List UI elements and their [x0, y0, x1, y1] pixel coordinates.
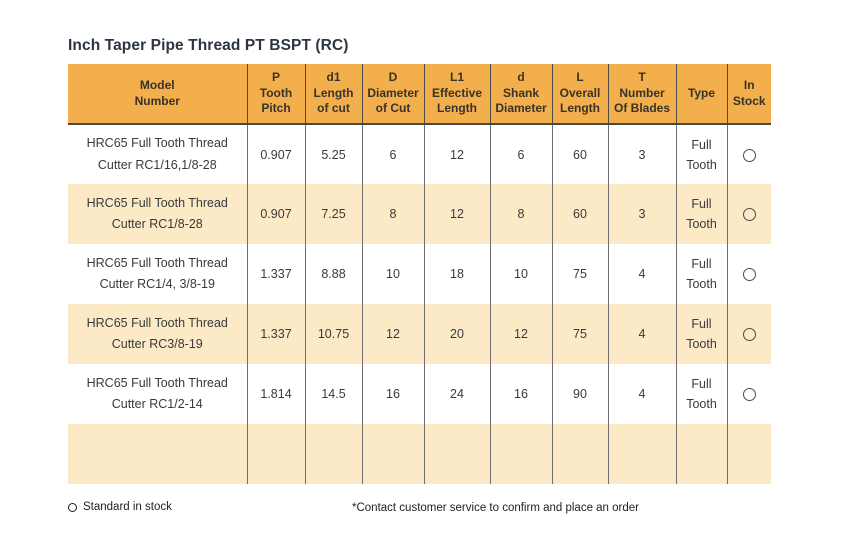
T-cell: 3: [608, 124, 677, 184]
type-cell: Full Tooth: [676, 184, 728, 244]
in-stock-cell: [727, 304, 771, 364]
standard-stock-circle-icon: [68, 502, 77, 512]
model-number-cell: HRC65 Full Tooth Thread Cutter RC3/8-19: [68, 304, 248, 364]
in-stock-cell: [727, 184, 771, 244]
d-cell: 10: [490, 244, 553, 304]
col-header-in_stock: In Stock: [727, 64, 771, 125]
col-header-model: Model Number: [68, 64, 248, 125]
d1-cell: 7.25: [305, 184, 363, 244]
p-cell: 0.907: [247, 124, 306, 184]
d1-cell: 14.5: [305, 364, 363, 424]
d1-cell: 10.75: [305, 304, 363, 364]
D-cell: 8: [362, 184, 425, 244]
stock-legend-label: Standard in stock: [83, 501, 172, 513]
L1-cell: 12: [424, 124, 491, 184]
footnotes: Standard in stock *Contact customer serv…: [68, 501, 771, 517]
p-cell: 1.337: [247, 304, 306, 364]
col-header-D: D Diameter of Cut: [362, 64, 425, 125]
d1-cell: 5.25: [305, 124, 363, 184]
table-row: HRC65 Full Tooth Thread Cutter RC1/8-28 0…: [68, 184, 771, 244]
spec-table: Model Number P Tooth Pitch d1 Length of cu…: [68, 64, 771, 484]
in-stock-circle-icon: [742, 208, 756, 222]
d-cell: 8: [490, 184, 553, 244]
D-cell: [362, 424, 425, 484]
in-stock-cell: [727, 244, 771, 304]
in-stock-cell: [727, 364, 771, 424]
L1-cell: 12: [424, 184, 491, 244]
in-stock-cell: [727, 124, 771, 184]
L-cell: 60: [552, 184, 609, 244]
T-cell: 3: [608, 184, 677, 244]
L1-cell: 20: [424, 304, 491, 364]
T-cell: [608, 424, 677, 484]
in-stock-circle-icon: [742, 148, 756, 162]
L1-cell: [424, 424, 491, 484]
type-cell: [676, 424, 728, 484]
D-cell: 16: [362, 364, 425, 424]
p-cell: 1.814: [247, 364, 306, 424]
p-cell: 0.907: [247, 184, 306, 244]
T-cell: 4: [608, 304, 677, 364]
table-row: HRC65 Full Tooth Thread Cutter RC1/16,1/…: [68, 124, 771, 184]
p-cell: [247, 424, 306, 484]
T-cell: 4: [608, 244, 677, 304]
in-stock-cell: [727, 424, 771, 484]
page-title: Inch Taper Pipe Thread PT BSPT (RC): [68, 37, 349, 54]
d-cell: 6: [490, 124, 553, 184]
d1-cell: [305, 424, 363, 484]
L-cell: 90: [552, 364, 609, 424]
type-cell: Full Tooth: [676, 304, 728, 364]
in-stock-circle-icon: [742, 388, 756, 402]
type-cell: Full Tooth: [676, 364, 728, 424]
table-row: HRC65 Full Tooth Thread Cutter RC1/4, 3/…: [68, 244, 771, 304]
stock-legend: Standard in stock: [68, 501, 172, 513]
contact-note: *Contact customer service to confirm and…: [352, 502, 639, 514]
D-cell: 6: [362, 124, 425, 184]
L1-cell: 18: [424, 244, 491, 304]
table-row: HRC65 Full Tooth Thread Cutter RC3/8-19 1…: [68, 304, 771, 364]
L-cell: 60: [552, 124, 609, 184]
model-number-cell: HRC65 Full Tooth Thread Cutter RC1/8-28: [68, 184, 248, 244]
model-number-cell: HRC65 Full Tooth Thread Cutter RC1/2-14: [68, 364, 248, 424]
col-header-type: Type: [676, 64, 728, 125]
type-cell: Full Tooth: [676, 244, 728, 304]
L-cell: 75: [552, 304, 609, 364]
model-number-cell: HRC65 Full Tooth Thread Cutter RC1/4, 3/…: [68, 244, 248, 304]
in-stock-circle-icon: [742, 328, 756, 342]
d-cell: 16: [490, 364, 553, 424]
L1-cell: 24: [424, 364, 491, 424]
d-cell: 12: [490, 304, 553, 364]
col-header-L: L Overall Length: [552, 64, 609, 125]
table-row: HRC65 Full Tooth Thread Cutter RC1/2-14 1…: [68, 364, 771, 424]
col-header-L1: L1 Effective Length: [424, 64, 491, 125]
spec-table-body: HRC65 Full Tooth Thread Cutter RC1/16,1/…: [68, 124, 771, 484]
model-number-cell: HRC65 Full Tooth Thread Cutter RC1/16,1/…: [68, 124, 248, 184]
d1-cell: 8.88: [305, 244, 363, 304]
T-cell: 4: [608, 364, 677, 424]
D-cell: 10: [362, 244, 425, 304]
col-header-d: d Shank Diameter: [490, 64, 553, 125]
D-cell: 12: [362, 304, 425, 364]
table-header-row: Model Number P Tooth Pitch d1 Length of cu…: [68, 64, 771, 125]
model-number-cell: [68, 424, 248, 484]
in-stock-circle-icon: [742, 268, 756, 282]
L-cell: 75: [552, 244, 609, 304]
type-cell: Full Tooth: [676, 124, 728, 184]
table-row-empty: [68, 424, 771, 484]
L-cell: [552, 424, 609, 484]
p-cell: 1.337: [247, 244, 306, 304]
d-cell: [490, 424, 553, 484]
col-header-p: P Tooth Pitch: [247, 64, 306, 125]
col-header-d1: d1 Length of cut: [305, 64, 363, 125]
col-header-T: T Number Of Blades: [608, 64, 677, 125]
